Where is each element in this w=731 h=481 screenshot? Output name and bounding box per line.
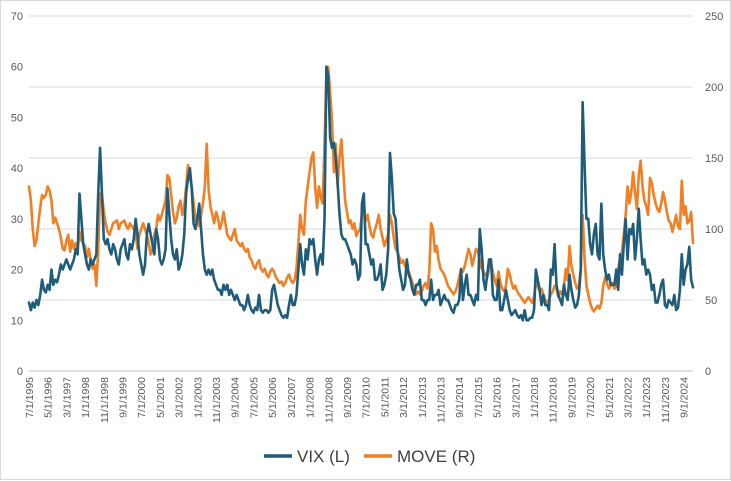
- x-tick-label: 11/1/2003: [211, 377, 223, 423]
- x-tick-label: 7/1/2005: [248, 377, 260, 418]
- x-tick-label: 5/1/2016: [492, 377, 504, 418]
- x-tick-label: 9/1/2014: [454, 377, 466, 418]
- gridlines: [29, 15, 693, 372]
- x-tick-label: 11/1/2008: [323, 377, 335, 423]
- y-left-tick-label: 70: [11, 11, 23, 23]
- x-tick-label: 7/1/2015: [473, 377, 485, 418]
- y-right-tick-label: 100: [705, 224, 723, 236]
- x-tick-label: 9/1/1999: [118, 377, 130, 418]
- x-tick-label: 3/1/2012: [398, 377, 410, 418]
- y-right-tick-label: 50: [705, 295, 717, 307]
- y-right-tick-label: 200: [705, 82, 723, 94]
- y-left-tick-label: 50: [11, 112, 23, 124]
- x-tick-label: 11/1/2023: [660, 377, 672, 423]
- legend: VIX (L) MOVE (R): [264, 447, 475, 466]
- y-right-tick-label: 250: [705, 11, 723, 23]
- x-tick-label: 1/1/2018: [529, 377, 541, 418]
- x-tick-label: 7/1/2010: [361, 377, 373, 418]
- x-tick-label: 5/1/2006: [267, 377, 279, 418]
- y-right-tick-label: 0: [705, 366, 711, 378]
- x-tick-label: 1/1/2013: [417, 377, 429, 418]
- legend-label-move: MOVE (R): [397, 447, 475, 466]
- y-left-tick-label: 20: [11, 265, 23, 277]
- x-tick-label: 9/1/2024: [679, 377, 691, 418]
- x-tick-label: 5/1/1996: [43, 377, 55, 418]
- vix-series-line: [27, 65, 695, 322]
- x-tick-label: 1/1/2023: [641, 377, 653, 418]
- x-tick-label: 3/1/2002: [174, 377, 186, 418]
- x-tick-label: 3/1/1997: [61, 377, 73, 418]
- x-axis: 7/1/1995 5/1/1996 3/1/1997 1/1/1998 11/1/199…: [24, 377, 691, 423]
- x-tick-label: 1/1/2008: [305, 377, 317, 418]
- y-right-tick-label: 150: [705, 153, 723, 165]
- x-tick-label: 3/1/2017: [510, 377, 522, 418]
- x-tick-label: 11/1/2013: [435, 377, 447, 423]
- y-left-tick-label: 10: [11, 315, 23, 327]
- x-tick-label: 3/1/2022: [623, 377, 635, 418]
- x-tick-label: 7/1/2020: [585, 377, 597, 418]
- y-axis-left: 0 10 20 30 40 50 60 70: [11, 11, 23, 378]
- x-tick-label: 11/1/1998: [99, 377, 111, 423]
- x-tick-label: 7/1/2000: [136, 377, 148, 418]
- x-tick-label: 9/1/2009: [342, 377, 354, 418]
- x-tick-label: 7/1/1995: [24, 377, 36, 418]
- y-axis-right: 0 50 100 150 200 250: [705, 11, 723, 378]
- y-left-tick-label: 60: [11, 62, 23, 74]
- x-tick-label: 5/1/2001: [155, 377, 167, 418]
- x-tick-label: 1/1/2003: [192, 377, 204, 418]
- x-tick-label: 9/1/2004: [230, 377, 242, 418]
- legend-label-vix: VIX (L): [297, 447, 350, 466]
- y-left-tick-label: 0: [17, 366, 23, 378]
- y-left-tick-label: 40: [11, 163, 23, 175]
- x-tick-label: 3/1/2007: [286, 377, 298, 418]
- x-tick-label: 11/1/2018: [548, 377, 560, 423]
- y-left-tick-label: 30: [11, 214, 23, 226]
- x-tick-label: 5/1/2021: [604, 377, 616, 418]
- x-tick-label: 9/1/2019: [566, 377, 578, 418]
- x-tick-label: 1/1/1998: [80, 377, 92, 418]
- series-lines: [27, 65, 695, 322]
- x-tick-label: 5/1/2011: [379, 377, 391, 417]
